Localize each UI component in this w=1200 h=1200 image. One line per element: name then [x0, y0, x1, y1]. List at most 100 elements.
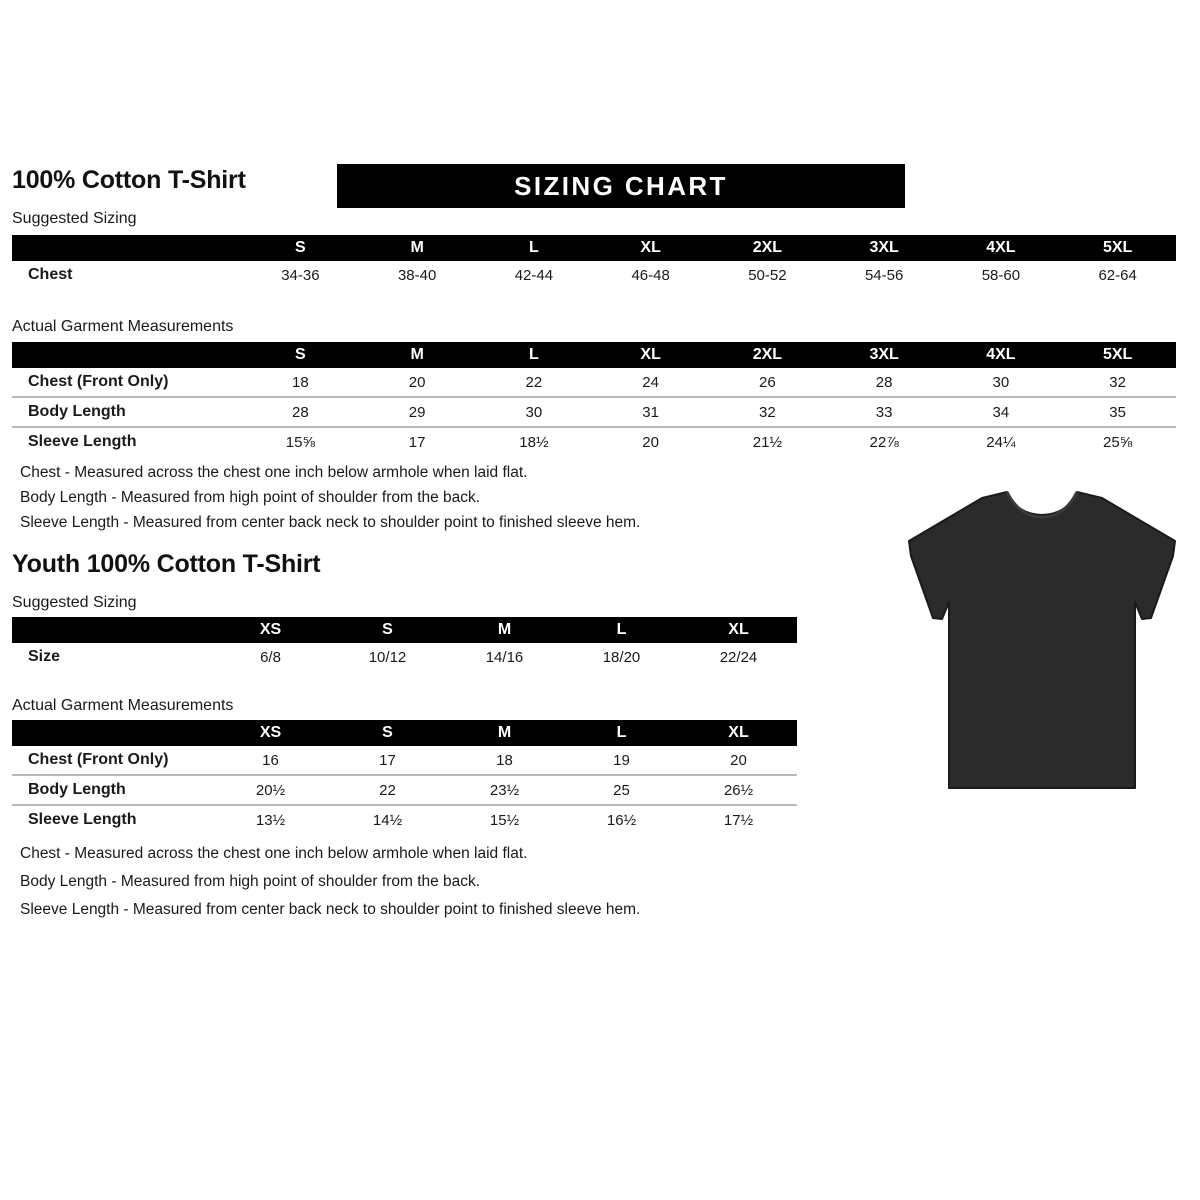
column-header: 5XL: [1059, 342, 1176, 368]
cell: 22⅞: [825, 426, 943, 456]
cell: 17½: [680, 804, 797, 834]
column-header-blank: [12, 720, 212, 746]
cell: 42-44: [475, 261, 593, 289]
column-header: 5XL: [1059, 235, 1176, 261]
column-header: 4XL: [942, 342, 1060, 368]
table-header-row: XS S M L XL: [12, 720, 797, 746]
cell: 18: [242, 368, 359, 397]
youth-note-sleeve-length: Sleeve Length - Measured from center bac…: [20, 901, 641, 918]
cell: 18½: [475, 426, 593, 456]
cell: 14/16: [446, 643, 563, 671]
column-header: XL: [592, 235, 709, 261]
table-row: Size 6/8 10/12 14/16 18/20 22/24: [12, 643, 797, 671]
cell: 17: [358, 426, 476, 456]
banner-title: SIZING CHART: [514, 171, 728, 201]
row-label: Sleeve Length: [12, 426, 242, 456]
table-row: Sleeve Length 13½ 14½ 15½ 16½ 17½: [12, 804, 797, 834]
row-label: Chest (Front Only): [12, 746, 212, 775]
adult-note-body-length: Body Length - Measured from high point o…: [20, 489, 481, 506]
cell: 21½: [709, 426, 826, 456]
cell: 18/20: [563, 643, 680, 671]
youth-note-body-length: Body Length - Measured from high point o…: [20, 873, 481, 890]
youth-actual-measurements-label: Actual Garment Measurements: [12, 697, 234, 714]
cell: 24¼: [942, 426, 1060, 456]
cell: 30: [475, 396, 593, 427]
cell: 46-48: [592, 261, 709, 289]
sizing-chart-banner: SIZING CHART: [337, 164, 905, 208]
table-row: Chest 34-36 38-40 42-44 46-48 50-52 54-5…: [12, 261, 1176, 289]
youth-actual-measurements-table: XS S M L XL Chest (Front Only) 16 17 18 …: [12, 720, 797, 834]
cell: 54-56: [825, 261, 943, 289]
cell: 31: [592, 396, 709, 427]
adult-note-sleeve-length: Sleeve Length - Measured from center bac…: [20, 514, 641, 531]
column-header: 4XL: [942, 235, 1060, 261]
table-row: Chest (Front Only) 16 17 18 19 20: [12, 746, 797, 775]
column-header: S: [329, 720, 446, 746]
column-header: 3XL: [825, 342, 943, 368]
cell: 24: [592, 368, 709, 397]
column-header: XS: [212, 617, 329, 643]
row-label: Chest (Front Only): [12, 368, 242, 397]
youth-section-title: Youth 100% Cotton T-Shirt: [12, 550, 321, 578]
table-header-row: XS S M L XL: [12, 617, 797, 643]
table-row: Body Length 28 29 30 31 32 33 34 35: [12, 396, 1176, 427]
cell: 18: [446, 746, 563, 775]
cell: 14½: [329, 804, 446, 834]
cell: 20: [592, 426, 709, 456]
row-label: Body Length: [12, 396, 242, 427]
cell: 26½: [680, 774, 797, 805]
cell: 22: [475, 368, 593, 397]
column-header: M: [446, 617, 563, 643]
column-header-blank: [12, 342, 242, 368]
column-header: M: [358, 235, 476, 261]
table-header-row: S M L XL 2XL 3XL 4XL 5XL: [12, 235, 1176, 261]
chart-header: 100% Cotton T-Shirt SIZING CHART: [12, 164, 1188, 210]
cell: 20: [358, 368, 476, 397]
adult-note-chest: Chest - Measured across the chest one in…: [20, 464, 528, 481]
cell: 6/8: [212, 643, 329, 671]
cell: 30: [942, 368, 1060, 397]
column-header: S: [242, 235, 359, 261]
table-header-row: S M L XL 2XL 3XL 4XL 5XL: [12, 342, 1176, 368]
row-label: Size: [12, 643, 212, 671]
column-header: 2XL: [709, 342, 826, 368]
cell: 20: [680, 746, 797, 775]
column-header: 3XL: [825, 235, 943, 261]
column-header: XS: [212, 720, 329, 746]
youth-suggested-sizing-label: Suggested Sizing: [12, 594, 137, 611]
column-header: L: [563, 720, 680, 746]
youth-suggested-sizing-table: XS S M L XL Size 6/8 10/12 14/16 18/20 2…: [12, 617, 797, 671]
cell: 26: [709, 368, 826, 397]
cell: 32: [1059, 368, 1176, 397]
cell: 29: [358, 396, 476, 427]
cell: 13½: [212, 804, 329, 834]
cell: 25: [563, 774, 680, 805]
column-header: M: [446, 720, 563, 746]
cell: 58-60: [942, 261, 1060, 289]
cell: 34: [942, 396, 1060, 427]
tshirt-icon: [908, 491, 1176, 789]
cell: 22/24: [680, 643, 797, 671]
cell: 25⅝: [1059, 426, 1176, 456]
cell: 35: [1059, 396, 1176, 427]
cell: 16½: [563, 804, 680, 834]
column-header-blank: [12, 617, 212, 643]
row-label: Body Length: [12, 774, 212, 805]
cell: 23½: [446, 774, 563, 805]
column-header: 2XL: [709, 235, 826, 261]
column-header: XL: [592, 342, 709, 368]
row-label: Sleeve Length: [12, 804, 212, 834]
adult-suggested-sizing-label: Suggested Sizing: [12, 210, 137, 227]
row-label: Chest: [12, 261, 242, 289]
cell: 28: [825, 368, 943, 397]
cell: 38-40: [358, 261, 476, 289]
table-row: Body Length 20½ 22 23½ 25 26½: [12, 774, 797, 805]
adult-suggested-sizing-table: S M L XL 2XL 3XL 4XL 5XL Chest 34-36 38-…: [12, 235, 1176, 289]
tshirt-illustration: [895, 478, 1190, 798]
column-header: S: [329, 617, 446, 643]
cell: 20½: [212, 774, 329, 805]
column-header: S: [242, 342, 359, 368]
youth-note-chest: Chest - Measured across the chest one in…: [20, 845, 528, 862]
cell: 15⅝: [242, 426, 359, 456]
